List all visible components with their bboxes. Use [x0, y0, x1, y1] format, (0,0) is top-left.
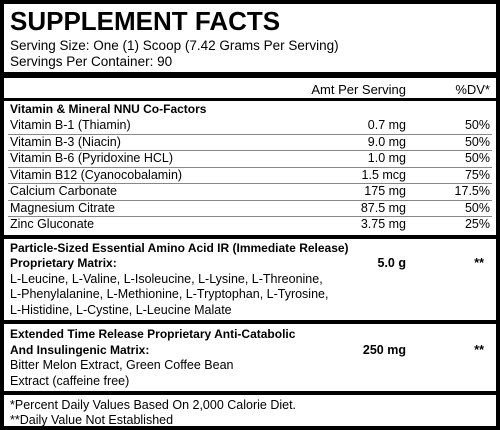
row-rule [8, 133, 492, 135]
row-rule [8, 183, 492, 184]
column-header: %DV* [455, 82, 490, 97]
nutrient-dv: 50% [464, 200, 490, 215]
thick-rule [4, 98, 496, 101]
blend-ingredients: Extract (caffeine free) [10, 373, 130, 388]
blend-title: Extended Time Release Proprietary Anti-C… [10, 327, 296, 341]
servings-per-container: Servings Per Container: 90 [10, 54, 173, 69]
footnote: *Percent Daily Values Based On 2,000 Cal… [10, 398, 297, 412]
nutrient-dv: 50% [464, 118, 490, 132]
nutrient-name: Calcium Carbonate [10, 184, 117, 198]
row-rule [8, 166, 492, 168]
nutrient-amount: 3.75 mg [360, 217, 406, 231]
row-rule [8, 150, 492, 151]
nutrient-amount: 0.7 mg [367, 118, 406, 132]
blend-amount: 5.0 g [377, 256, 407, 270]
blend-ingredients: Bitter Melon Extract, Green Coffee Bean [10, 358, 234, 372]
serving-size: Serving Size: One (1) Scoop (7.42 Grams … [10, 38, 339, 53]
blend-dv: ** [474, 256, 484, 270]
nutrient-dv: 17.5% [454, 184, 490, 198]
blend-ingredients: L-Phenylalanine, L-Methionine, L-Tryptop… [10, 287, 329, 301]
row-rule [8, 216, 492, 217]
row-rule [8, 199, 492, 201]
title: SUPPLEMENT FACTS [10, 6, 281, 36]
column-header: Amt Per Serving [311, 82, 406, 97]
nutrient-dv: 50% [464, 151, 490, 165]
blend-title: Proprietary Matrix: [10, 256, 117, 270]
nutrient-name: Zinc Gluconate [10, 217, 95, 231]
blend-title: Particle-Sized Essential Amino Acid IR (… [10, 240, 349, 255]
nutrient-dv: 75% [464, 167, 490, 182]
nutrient-name: Vitamin B12 (Cyanocobalamin) [10, 167, 183, 182]
nutrient-name: Magnesium Citrate [10, 200, 115, 215]
nutrient-amount: 175 mg [364, 184, 406, 198]
blend-ingredients: L-Histidine, L-Cystine, L-Leucine Malate [10, 302, 232, 317]
thick-rule [4, 72, 496, 78]
blend-ingredients: L-Leucine, L-Valine, L-Isoleucine, L-Lys… [10, 271, 323, 286]
blend-amount: 250 mg [362, 342, 406, 357]
nutrient-amount: 87.5 mg [360, 200, 406, 215]
thick-rule [4, 391, 496, 395]
nutrient-dv: 25% [464, 217, 490, 231]
blend-title: And Insulingenic Matrix: [10, 342, 150, 357]
section-heading: Vitamin & Mineral NNU Co-Factors [10, 102, 207, 116]
footnote: **Daily Value Not Established [10, 412, 174, 427]
nutrient-amount: 1.0 mg [367, 151, 406, 165]
thick-rule [4, 234, 496, 239]
nutrient-amount: 1.5 mcg [361, 167, 406, 182]
nutrient-dv: 50% [464, 134, 490, 149]
nutrient-name: Vitamin B-1 (Thiamin) [10, 118, 131, 132]
nutrient-name: Vitamin B-6 (Pyridoxine HCL) [10, 151, 174, 165]
nutrient-name: Vitamin B-3 (Niacin) [10, 134, 121, 149]
nutrient-amount: 9.0 mg [367, 134, 406, 149]
blend-dv: ** [474, 342, 484, 357]
thick-rule [4, 320, 496, 324]
